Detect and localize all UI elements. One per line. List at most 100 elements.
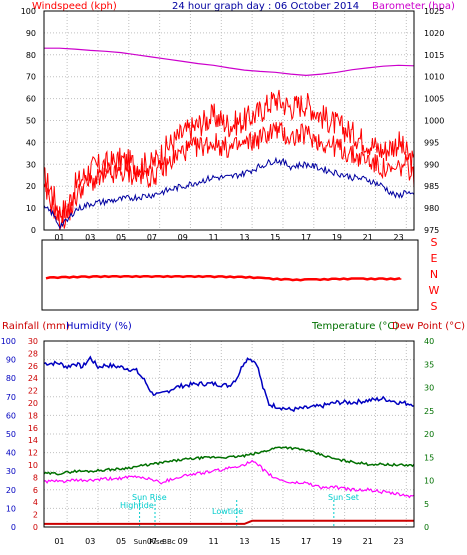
windspeed-tick-label: 10 — [26, 204, 36, 213]
rainfall-tick-label: 16 — [28, 424, 38, 433]
humidity-tick-label: 40 — [6, 449, 16, 458]
rainfall-tick-label: 10 — [28, 461, 38, 470]
temperature-tick-label: 40 — [424, 337, 434, 346]
direction-plot-frame — [41, 239, 419, 311]
temperature-tick-label: 15 — [424, 453, 434, 462]
event-label-lowtide: Lowtide — [212, 507, 243, 516]
windspeed-tick-label: 40 — [26, 138, 36, 147]
graph-title: 24 hour graph day : 06 October 2014 — [172, 1, 359, 12]
event-label-hightide: Hightide — [120, 501, 154, 510]
bottom-hour-label: 17 — [301, 537, 311, 546]
top-hour-label: 21 — [363, 233, 373, 242]
top-hour-label: 11 — [208, 233, 218, 242]
humidity-tick-label: 20 — [6, 486, 16, 495]
windspeed-tick-label: 30 — [26, 160, 36, 169]
top-hour-label: 17 — [301, 233, 311, 242]
windspeed-axis-label: Windspeed (kph) — [32, 1, 117, 12]
barometer-line — [44, 47, 415, 77]
rainfall-tick-label: 8 — [33, 473, 38, 482]
windspeed-tick-label: 80 — [26, 51, 36, 60]
barometer-tick-label: 1020 — [424, 29, 444, 38]
bottom-grid — [44, 341, 414, 527]
humidity-tick-label: 80 — [6, 374, 16, 383]
barometer-tick-label: 1000 — [424, 117, 444, 126]
humidity-axis-label: Humidity (%) — [66, 321, 132, 332]
temperature-tick-label: 30 — [424, 384, 434, 393]
windspeed-tick-label: 50 — [26, 117, 36, 126]
wind-average-line — [43, 156, 415, 230]
wind-direction-line — [45, 274, 402, 282]
bottom-hour-label: 07 — [147, 537, 157, 546]
windspeed-line — [43, 121, 415, 230]
rainfall-tick-label: 18 — [28, 411, 38, 420]
barometer-tick-label: 1015 — [424, 51, 444, 60]
temperature-line — [43, 446, 415, 476]
rainfall-tick-label: 6 — [33, 486, 38, 495]
top-hour-label: 07 — [147, 233, 157, 242]
top-hour-label: 13 — [239, 233, 249, 242]
bottom-hour-label: 19 — [332, 537, 342, 546]
gust-line — [43, 89, 415, 224]
humidity-tick-label: 50 — [6, 430, 16, 439]
rainfall-tick-label: 22 — [28, 387, 38, 396]
rainfall-tick-label: 20 — [28, 399, 38, 408]
humidity-ticks: 0 10 20 30 40 50 60 70 80 90 100 — [1, 337, 16, 532]
temperature-tick-label: 20 — [424, 430, 434, 439]
temperature-tick-label: 0 — [424, 523, 429, 532]
barometer-tick-label: 985 — [424, 182, 439, 191]
barometer-tick-label: 995 — [424, 138, 439, 147]
rainfall-tick-label: 24 — [28, 374, 38, 383]
temperature-tick-label: 5 — [424, 500, 429, 509]
top-hour-label: 15 — [270, 233, 280, 242]
temperature-axis-label: Temperature (°C) — [311, 321, 398, 332]
rainfall-line — [44, 519, 414, 525]
rainfall-axis-label: Rainfall (mm) — [2, 321, 70, 332]
windspeed-tick-label: 0 — [31, 226, 36, 235]
windspeed-tick-label: 70 — [26, 73, 36, 82]
event-label-sunset: Sun Set — [328, 493, 359, 502]
humidity-tick-label: 100 — [1, 337, 16, 346]
top-hour-label: 01 — [54, 233, 64, 242]
rainfall-tick-label: 30 — [28, 337, 38, 346]
bottom-plot-frame — [43, 340, 415, 528]
direction-label-s-top: S — [431, 236, 438, 249]
top-hour-label: 19 — [332, 233, 342, 242]
rainfall-tick-label: 12 — [28, 449, 38, 458]
rainfall-tick-label: 28 — [28, 349, 38, 358]
rainfall-tick-label: 0 — [33, 523, 38, 532]
top-hour-label: 05 — [116, 233, 126, 242]
sun-rise-hour-label: Sun Rise — [134, 538, 164, 546]
event-markers — [139, 500, 335, 527]
temperature-tick-label: 25 — [424, 407, 434, 416]
barometer-tick-label: 1010 — [424, 73, 444, 82]
barometer-tick-label: 1005 — [424, 95, 444, 104]
humidity-tick-label: 0 — [11, 523, 16, 532]
direction-label-n: N — [430, 268, 438, 281]
humidity-tick-label: 10 — [6, 504, 16, 513]
bottom-hour-label: 05 — [116, 537, 126, 546]
dewpoint-line — [43, 459, 415, 499]
temperature-tick-label: 35 — [424, 360, 434, 369]
humidity-tick-label: 30 — [6, 467, 16, 476]
windspeed-tick-label: 100 — [21, 7, 36, 16]
windspeed-ticks: 0 10 20 30 40 50 60 70 80 90 100 — [21, 7, 36, 235]
temperature-ticks: 0 5 10 15 20 25 30 35 40 — [424, 337, 434, 532]
bottom-hour-label: 21 — [363, 537, 373, 546]
sun-bbc-hour-label: BBc — [162, 538, 176, 546]
humidity-tick-label: 60 — [6, 411, 16, 420]
dewpoint-axis-label: Dew Point (°C) — [392, 321, 465, 332]
windspeed-tick-label: 90 — [26, 29, 36, 38]
event-label-sunrise: Sun Rise — [132, 493, 167, 502]
top-hour-label: 23 — [393, 233, 403, 242]
barometer-axis-label: Barometer (hpa) — [372, 1, 455, 12]
rainfall-tick-label: 14 — [28, 436, 38, 445]
bottom-hour-label: 11 — [208, 537, 218, 546]
windspeed-tick-label: 20 — [26, 182, 36, 191]
top-grid — [44, 11, 414, 230]
bottom-hour-label: 03 — [85, 537, 95, 546]
top-plot-frame — [43, 10, 415, 231]
rainfall-tick-label: 26 — [28, 362, 38, 371]
